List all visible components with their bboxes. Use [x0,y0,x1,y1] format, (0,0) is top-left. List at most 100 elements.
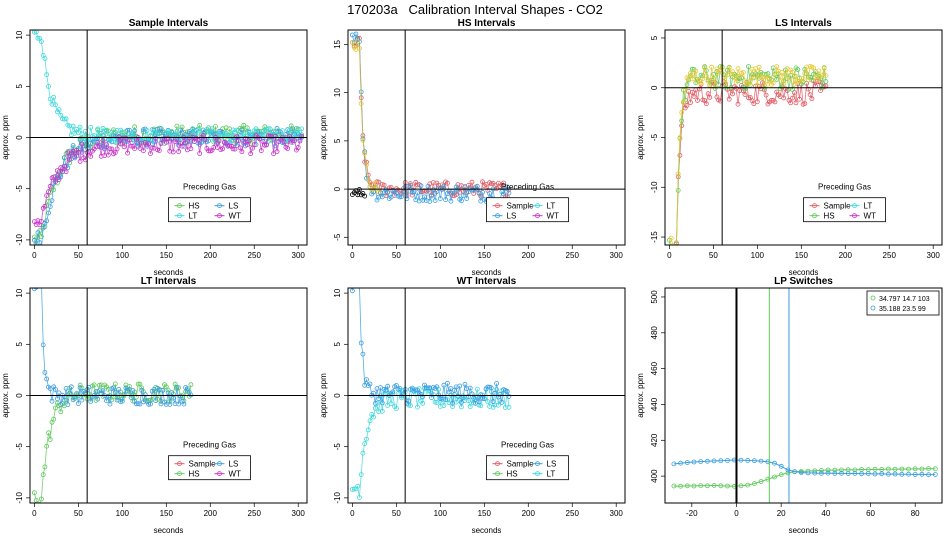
data-point [167,130,173,136]
data-point [279,128,285,134]
data-point [281,139,287,145]
data-point [53,179,58,185]
data-point [886,471,891,477]
data-point [684,103,690,108]
y-tick-label: 5 [650,35,659,40]
data-point [220,146,226,152]
data-point [77,385,83,391]
y-tick-label: 0 [333,393,342,398]
data-point [494,387,500,392]
data-point [673,251,677,255]
legend-marker [535,461,540,467]
x-tick-label: 300 [927,251,941,260]
legend: 34.797 14.7 103 35.188 23.5 99 [866,290,940,316]
data-point [257,136,262,142]
data-point [156,387,162,393]
data-point [372,405,378,411]
data-point [677,135,683,141]
data-point [451,190,457,196]
data-point [356,39,362,44]
legend-entry: LT [864,202,873,211]
data-point [274,149,280,155]
data-point [267,126,273,132]
data-point [797,78,802,84]
data-point [730,69,736,75]
data-point [506,190,512,196]
data-point [892,471,898,477]
data-point [46,84,51,89]
data-point [61,163,67,169]
data-point [749,66,755,72]
data-point [376,409,382,415]
data-point [46,189,51,195]
data-point [51,174,57,180]
data-point [467,385,473,391]
data-point [95,139,101,145]
data-point [239,127,245,133]
data-point [299,133,305,139]
data-point [371,414,376,420]
series-ls [349,288,512,406]
data-point [490,399,496,404]
data-point [760,75,765,81]
data-point [269,134,275,140]
data-point [919,466,925,472]
series-line [352,288,510,405]
data-point [670,243,676,245]
data-point [668,235,674,241]
data-point [673,256,677,260]
data-point [469,179,475,185]
data-point [76,149,81,155]
data-point [46,210,51,216]
legend-box [866,290,940,316]
data-point [786,77,792,83]
series-line [352,37,510,198]
data-point [899,466,905,472]
plot-area [667,64,829,260]
data-point [825,467,831,473]
x-tick-label: 300 [292,251,306,260]
x-tick-label: 50 [74,509,83,518]
data-point [271,151,277,157]
x-axis-label: seconds [154,268,184,277]
data-point [478,193,484,199]
data-point [214,144,220,150]
data-point [673,250,677,254]
data-point [792,469,797,475]
y-axis-label: approx. ppm [319,373,328,418]
data-point [137,145,143,151]
data-point [251,142,257,148]
data-point [292,129,298,135]
data-point [88,153,94,159]
data-point [501,180,507,186]
data-point [420,400,426,406]
x-tick-label: 60 [866,509,875,518]
data-point [95,396,101,402]
data-point [188,146,194,152]
x-tick-label: 250 [883,251,897,260]
data-point [733,85,739,91]
data-point [906,466,911,472]
legend-entry: LT [189,212,198,221]
data-point [738,457,744,463]
data-point [488,385,494,391]
data-point [778,472,784,478]
data-point [42,464,48,470]
data-point [63,169,69,175]
data-point [358,340,364,346]
data-point [379,408,385,414]
data-point [33,288,39,290]
data-point [420,394,426,400]
data-point [912,466,918,472]
x-tick-label: 100 [116,509,130,518]
y-tick-label: -5 [333,443,342,451]
data-point [53,405,58,411]
data-point [450,404,456,410]
data-point [67,123,72,129]
data-point [163,401,169,407]
legend-entry: LS [507,212,517,221]
data-point [165,390,171,396]
plot-area [32,30,305,245]
